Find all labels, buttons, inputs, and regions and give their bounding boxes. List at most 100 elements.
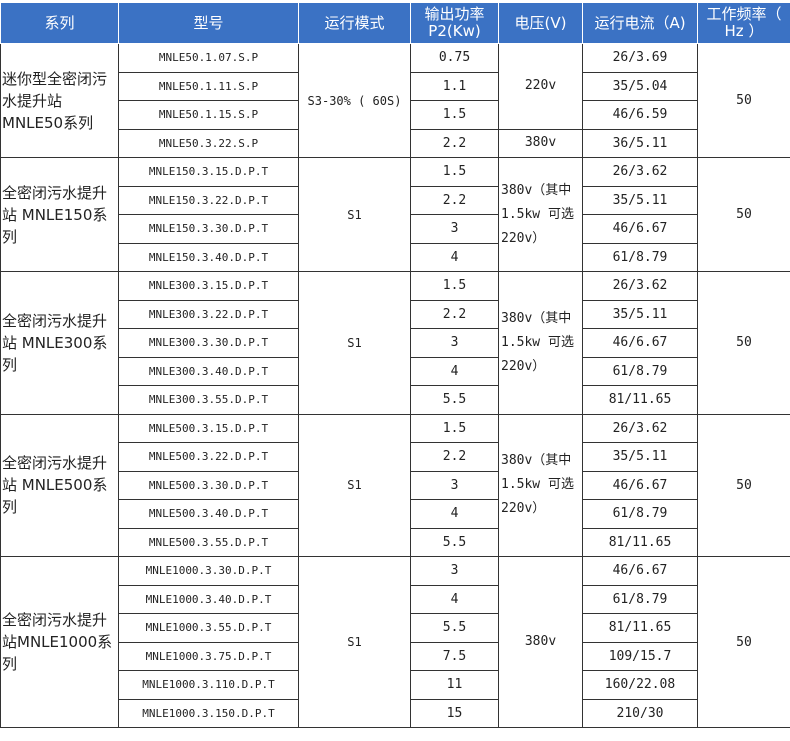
- frequency-cell: 50: [698, 44, 790, 158]
- voltage-cell: 380v: [499, 129, 583, 158]
- current-cell: 61/8.79: [583, 585, 698, 614]
- power-cell: 3: [411, 329, 499, 358]
- mode-cell: S1: [299, 272, 411, 415]
- power-cell: 2.2: [411, 186, 499, 215]
- frequency-cell: 50: [698, 557, 790, 728]
- voltage-cell: 380v（其中 1.5kw 可选 220v）: [499, 414, 583, 557]
- current-cell: 46/6.67: [583, 471, 698, 500]
- frequency-cell: 50: [698, 158, 790, 272]
- model-cell: MNLE300.3.30.D.P.T: [119, 329, 299, 358]
- model-cell: MNLE50.3.22.S.P: [119, 129, 299, 158]
- power-cell: 7.5: [411, 642, 499, 671]
- model-cell: MNLE500.3.15.D.P.T: [119, 414, 299, 443]
- current-cell: 26/3.62: [583, 158, 698, 187]
- header-voltage: 电压(V): [499, 3, 583, 44]
- current-cell: 160/22.08: [583, 671, 698, 700]
- current-cell: 81/11.65: [583, 528, 698, 557]
- model-cell: MNLE1000.3.40.D.P.T: [119, 585, 299, 614]
- power-cell: 15: [411, 699, 499, 728]
- model-cell: MNLE1000.3.30.D.P.T: [119, 557, 299, 586]
- current-cell: 61/8.79: [583, 243, 698, 272]
- model-cell: MNLE50.1.15.S.P: [119, 101, 299, 130]
- mode-cell: S3-30% ( 60S): [299, 44, 411, 158]
- frequency-cell: 50: [698, 414, 790, 557]
- voltage-cell: 380v（其中 1.5kw 可选 220v）: [499, 158, 583, 272]
- header-frequency: 工作频率（ Hz ）: [698, 3, 790, 44]
- model-cell: MNLE1000.3.110.D.P.T: [119, 671, 299, 700]
- power-cell: 1.1: [411, 72, 499, 101]
- current-cell: 61/8.79: [583, 357, 698, 386]
- model-cell: MNLE500.3.22.D.P.T: [119, 443, 299, 472]
- header-series: 系列: [1, 3, 119, 44]
- model-cell: MNLE300.3.15.D.P.T: [119, 272, 299, 301]
- current-cell: 210/30: [583, 699, 698, 728]
- model-cell: MNLE1000.3.55.D.P.T: [119, 614, 299, 643]
- power-cell: 11: [411, 671, 499, 700]
- current-cell: 26/3.62: [583, 414, 698, 443]
- model-cell: MNLE300.3.40.D.P.T: [119, 357, 299, 386]
- model-cell: MNLE1000.3.150.D.P.T: [119, 699, 299, 728]
- current-cell: 36/5.11: [583, 129, 698, 158]
- header-row: 系列 型号 运行模式 输出功率P2(Kw) 电压(V) 运行电流（A) 工作频率…: [1, 3, 790, 44]
- current-cell: 35/5.11: [583, 300, 698, 329]
- current-cell: 46/6.59: [583, 101, 698, 130]
- model-cell: MNLE500.3.40.D.P.T: [119, 500, 299, 529]
- model-cell: MNLE150.3.30.D.P.T: [119, 215, 299, 244]
- power-cell: 1.5: [411, 272, 499, 301]
- series-name: 全密闭污水提升站 MNLE500系列: [1, 414, 119, 557]
- series-name: 全密闭污水提升站 MNLE150系列: [1, 158, 119, 272]
- product-spec-table: 系列 型号 运行模式 输出功率P2(Kw) 电压(V) 运行电流（A) 工作频率…: [0, 2, 790, 728]
- current-cell: 46/6.67: [583, 329, 698, 358]
- power-cell: 2.2: [411, 300, 499, 329]
- header-current: 运行电流（A): [583, 3, 698, 44]
- model-cell: MNLE500.3.55.D.P.T: [119, 528, 299, 557]
- current-cell: 61/8.79: [583, 500, 698, 529]
- power-cell: 2.2: [411, 443, 499, 472]
- mode-cell: S1: [299, 557, 411, 728]
- model-cell: MNLE300.3.55.D.P.T: [119, 386, 299, 415]
- current-cell: 35/5.11: [583, 443, 698, 472]
- voltage-cell: 380v（其中 1.5kw 可选 220v）: [499, 272, 583, 415]
- power-cell: 4: [411, 500, 499, 529]
- power-cell: 2.2: [411, 129, 499, 158]
- power-cell: 3: [411, 557, 499, 586]
- mode-cell: S1: [299, 414, 411, 557]
- series-name: 迷你型全密闭污水提升站MNLE50系列: [1, 44, 119, 158]
- current-cell: 81/11.65: [583, 386, 698, 415]
- power-cell: 5.5: [411, 528, 499, 557]
- power-cell: 0.75: [411, 44, 499, 73]
- model-cell: MNLE300.3.22.D.P.T: [119, 300, 299, 329]
- model-cell: MNLE50.1.07.S.P: [119, 44, 299, 73]
- header-model: 型号: [119, 3, 299, 44]
- power-cell: 4: [411, 357, 499, 386]
- current-cell: 35/5.04: [583, 72, 698, 101]
- header-power: 输出功率P2(Kw): [411, 3, 499, 44]
- voltage-cell: 220v: [499, 44, 583, 130]
- series-name: 全密闭污水提升站MNLE1000系列: [1, 557, 119, 728]
- current-cell: 81/11.65: [583, 614, 698, 643]
- power-cell: 5.5: [411, 386, 499, 415]
- power-cell: 4: [411, 243, 499, 272]
- model-cell: MNLE150.3.22.D.P.T: [119, 186, 299, 215]
- power-cell: 1.5: [411, 414, 499, 443]
- current-cell: 46/6.67: [583, 215, 698, 244]
- series-name: 全密闭污水提升站 MNLE300系列: [1, 272, 119, 415]
- model-cell: MNLE1000.3.75.D.P.T: [119, 642, 299, 671]
- current-cell: 35/5.11: [583, 186, 698, 215]
- current-cell: 46/6.67: [583, 557, 698, 586]
- power-cell: 3: [411, 215, 499, 244]
- mode-cell: S1: [299, 158, 411, 272]
- model-cell: MNLE500.3.30.D.P.T: [119, 471, 299, 500]
- power-cell: 4: [411, 585, 499, 614]
- power-cell: 3: [411, 471, 499, 500]
- power-cell: 5.5: [411, 614, 499, 643]
- model-cell: MNLE150.3.15.D.P.T: [119, 158, 299, 187]
- current-cell: 26/3.62: [583, 272, 698, 301]
- power-cell: 1.5: [411, 101, 499, 130]
- voltage-cell: 380v: [499, 557, 583, 728]
